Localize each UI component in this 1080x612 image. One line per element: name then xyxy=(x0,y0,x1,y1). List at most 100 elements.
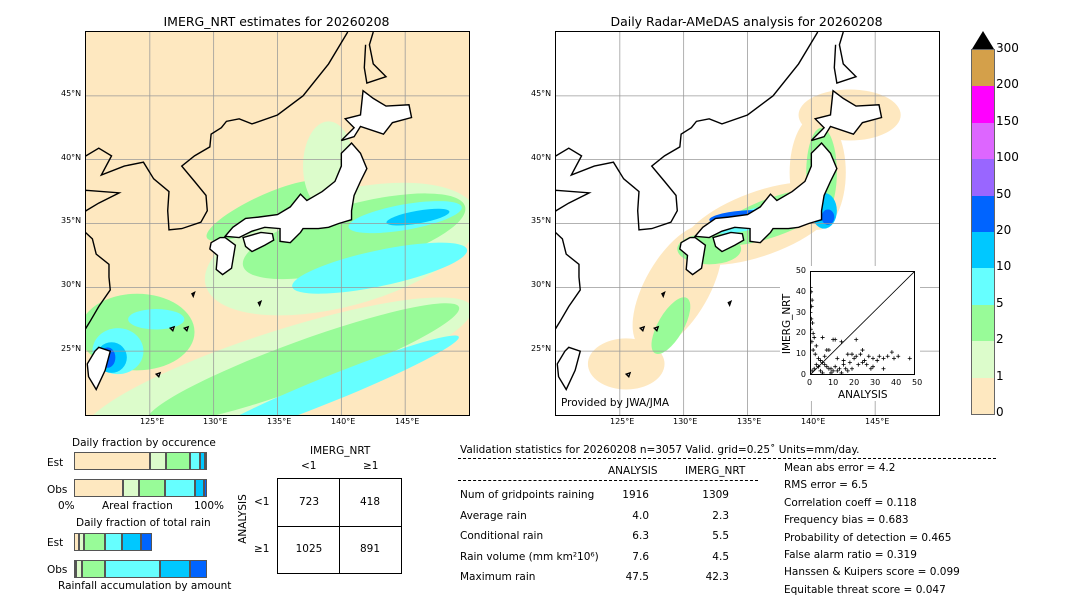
scatter-point xyxy=(839,370,844,375)
scatter-x-tick: 30 xyxy=(870,378,881,387)
scatter-ylabel: IMERG_NRT xyxy=(781,293,793,355)
scatter-point xyxy=(822,354,827,359)
scatter-point xyxy=(833,337,838,342)
colorbar-extend-arrow xyxy=(972,31,994,49)
occurrence-obs-bar xyxy=(74,479,207,497)
stats-header: Validation statistics for 20260208 n=305… xyxy=(460,444,860,456)
lon-tick: 130°E xyxy=(673,417,698,426)
imerg-map xyxy=(85,31,470,416)
scatter-y-tick: 30 xyxy=(795,307,806,317)
scatter-point xyxy=(860,360,865,365)
scatter-point xyxy=(812,366,817,371)
stats-analysis-value: 6.3 xyxy=(632,530,649,542)
bar-segment xyxy=(165,479,195,497)
scatter-point xyxy=(850,366,854,371)
scatter-point xyxy=(829,370,833,375)
stats-imerg-value: 5.5 xyxy=(712,530,729,542)
table-cell: 723 xyxy=(298,496,320,508)
scatter-point xyxy=(833,364,838,369)
stats-analysis-value: 7.6 xyxy=(632,550,649,563)
scatter-point xyxy=(856,362,861,367)
scatter-point xyxy=(810,321,815,325)
scatter-y-tick: 10 xyxy=(795,349,806,359)
table-cell: 418 xyxy=(359,496,381,508)
colorbar-segment xyxy=(972,195,994,232)
lon-tick: 135°E xyxy=(267,417,292,426)
scatter-point xyxy=(860,348,865,353)
lat-tick: 45°N xyxy=(531,89,552,98)
scatter-point xyxy=(839,339,844,344)
lat-tick: 30°N xyxy=(531,280,552,289)
bar-segment xyxy=(200,452,205,470)
stats-analysis-value: 47.5 xyxy=(625,571,649,583)
scatter-point xyxy=(837,366,842,371)
bar-segment xyxy=(81,560,106,578)
scatter-point xyxy=(810,310,813,315)
bar-segment xyxy=(74,452,151,470)
scatter-point xyxy=(871,364,875,369)
stats-row-label: Maximum rain xyxy=(460,571,536,583)
x-tick-0: 0% xyxy=(58,500,75,512)
colorbar-segment xyxy=(972,377,994,414)
colorbar-segment xyxy=(972,231,994,269)
scatter-y-tick: 50 xyxy=(795,266,806,275)
scatter-point xyxy=(812,335,817,340)
col-header: <1 xyxy=(301,460,317,472)
colorbar-segment xyxy=(972,159,994,196)
col-header: ≥1 xyxy=(363,460,379,472)
est-label: Est xyxy=(47,537,64,549)
obs-label: Obs xyxy=(47,564,68,576)
scatter-point xyxy=(810,289,814,294)
lat-tick: 40°N xyxy=(61,153,82,162)
colorbar-label: 20 xyxy=(996,223,1012,237)
score-line: Frequency bias = 0.683 xyxy=(784,514,909,527)
one-to-one-line xyxy=(810,271,915,375)
bar-segment xyxy=(195,479,204,497)
scatter-point xyxy=(820,335,825,340)
scatter-point xyxy=(881,366,886,371)
scatter-point xyxy=(810,285,813,290)
colorbar-label: 1 xyxy=(996,368,1004,383)
scatter-point xyxy=(810,304,814,309)
scatter-point xyxy=(810,339,814,344)
scatter-point xyxy=(864,362,869,367)
scatter-point xyxy=(854,337,859,342)
lon-tick: 125°E xyxy=(610,417,635,426)
accumulation-label: Rainfall accumulation by amount xyxy=(58,580,232,592)
table-cell: 1025 xyxy=(295,543,323,555)
scatter-point xyxy=(847,360,852,365)
colorbar-segment xyxy=(972,304,994,342)
scatter-point xyxy=(885,354,890,359)
scatter-y-tick: 40 xyxy=(795,286,806,296)
total-rain-obs-bar xyxy=(74,560,207,578)
scatter-y-tick: 0 xyxy=(800,370,806,379)
scatter-point xyxy=(889,350,894,355)
scatter-point xyxy=(810,298,815,303)
bar-segment xyxy=(105,533,123,551)
lat-tick: 40°N xyxy=(531,153,552,162)
bar-segment xyxy=(74,479,124,497)
scatter-point xyxy=(816,364,821,369)
lat-tick: 35°N xyxy=(531,216,552,225)
colorbar-label: 150 xyxy=(996,113,1019,128)
bar-segment xyxy=(160,560,190,578)
stats-imerg-value: 2.3 xyxy=(712,509,729,522)
stats-imerg-value: 1309 xyxy=(702,489,729,501)
obs-label: Obs xyxy=(47,484,68,496)
scatter-point xyxy=(824,364,829,369)
colorbar-label: 10 xyxy=(996,259,1012,274)
scatter-point xyxy=(892,356,896,361)
scatter-point xyxy=(877,354,882,359)
bar-segment xyxy=(190,560,207,578)
bar-segment xyxy=(76,560,82,578)
colorbar-segment xyxy=(972,50,994,87)
bar-segment xyxy=(204,452,207,470)
colorbar-label: 0 xyxy=(996,405,1004,419)
colorbar-segment xyxy=(972,122,994,160)
scatter-point xyxy=(862,358,867,363)
stats-analysis-value: 1916 xyxy=(622,489,649,501)
occurrence-title: Daily fraction by occurence xyxy=(72,437,216,449)
scatter-x-tick: 0 xyxy=(807,378,813,387)
scatter-point xyxy=(826,348,831,353)
